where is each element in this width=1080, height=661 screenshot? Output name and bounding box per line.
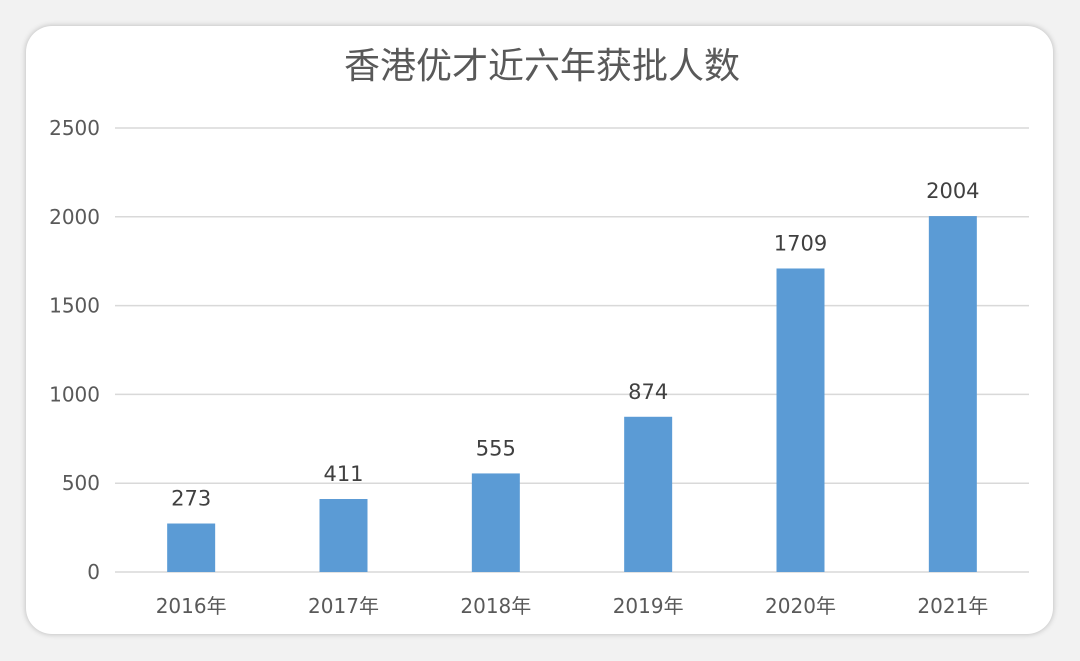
data-labels: 273 411 555 874 1709 2004 [171, 179, 979, 510]
x-tick-label: 2020年 [765, 594, 836, 618]
data-label: 2004 [926, 179, 979, 203]
bar [471, 473, 520, 572]
bar [167, 523, 216, 572]
y-tick-label: 2500 [49, 116, 100, 140]
data-label: 1709 [774, 231, 827, 255]
x-axis-ticks: 2016年 2017年 2018年 2019年 2020年 2021年 [156, 594, 989, 618]
y-tick-label: 2000 [49, 205, 100, 229]
data-label: 555 [476, 436, 516, 460]
x-tick-label: 2018年 [460, 594, 531, 618]
x-tick-label: 2019年 [613, 594, 684, 618]
y-tick-label: 1000 [49, 382, 100, 406]
y-tick-label: 500 [62, 471, 100, 495]
bar [928, 216, 977, 572]
x-tick-label: 2016年 [156, 594, 227, 618]
x-tick-label: 2017年 [308, 594, 379, 618]
y-tick-label: 0 [87, 560, 100, 584]
bar [319, 499, 368, 572]
bar [624, 416, 673, 572]
bars [167, 216, 977, 572]
bar [776, 268, 825, 572]
data-label: 874 [628, 380, 668, 404]
data-label: 411 [323, 462, 363, 486]
gridlines [115, 127, 1029, 573]
data-label: 273 [171, 487, 211, 511]
y-tick-label: 1500 [49, 294, 100, 318]
y-axis-ticks: 0 500 1000 1500 2000 2500 [49, 116, 100, 584]
x-tick-label: 2021年 [917, 594, 988, 618]
chart-title: 香港优才近六年获批人数 [344, 46, 740, 87]
